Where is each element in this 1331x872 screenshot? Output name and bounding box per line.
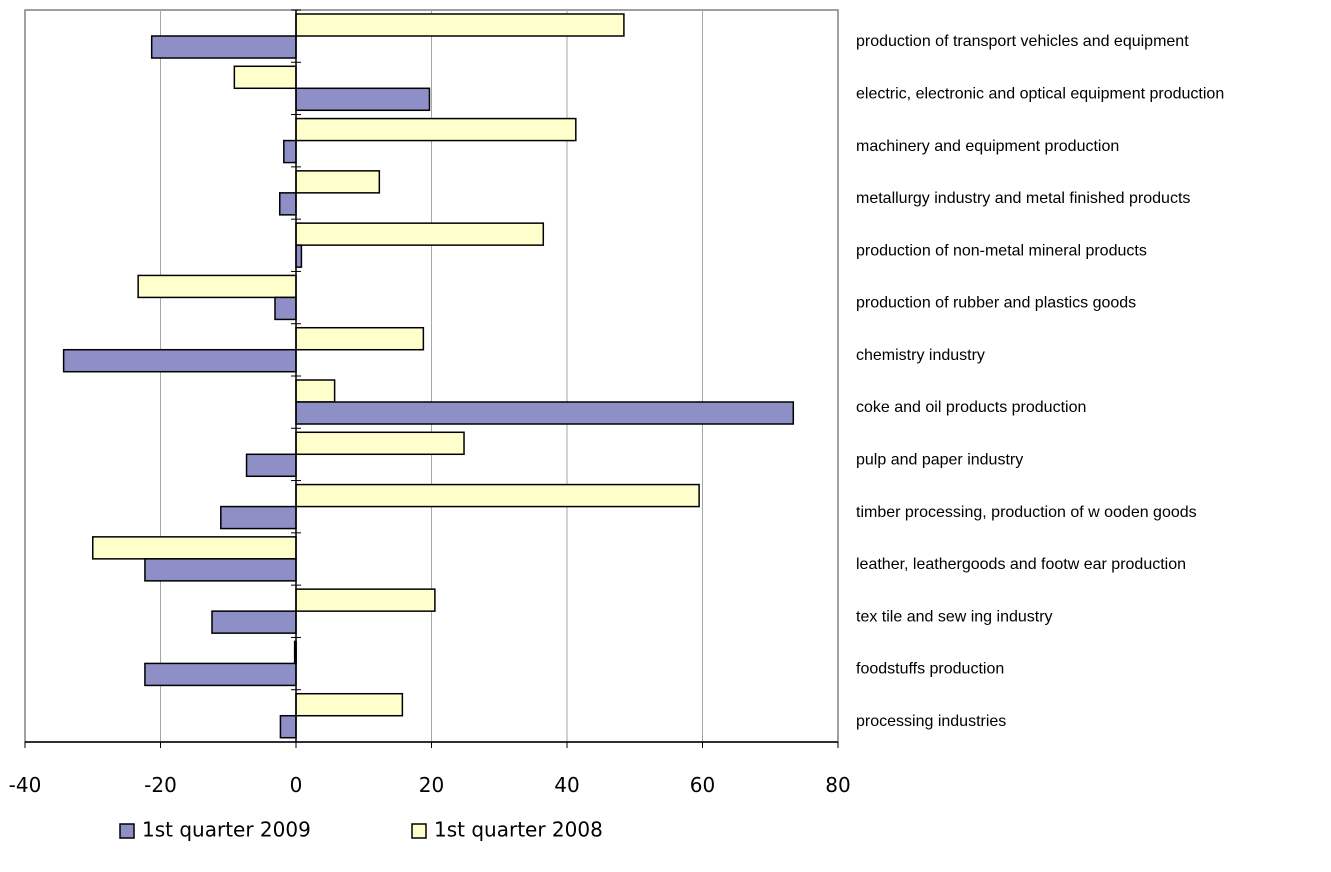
bar-q1-2009 — [279, 714, 297, 739]
category-label: coke and oil products production — [856, 399, 1086, 416]
x-tick-label: 80 — [825, 773, 850, 797]
category-label: machinery and equipment production — [856, 138, 1119, 155]
category-label: processing industries — [856, 713, 1006, 730]
bar-q1-2009 — [211, 610, 297, 634]
x-tick-label: -20 — [144, 773, 177, 797]
category-label: production of transport vehicles and equ… — [856, 33, 1189, 50]
bar-q1-2008 — [295, 222, 545, 246]
category-label: timber processing, production of w ooden… — [856, 504, 1197, 521]
category-label: production of rubber and plastics goods — [856, 295, 1136, 312]
category-label: foodstuffs production — [856, 661, 1004, 678]
legend-swatch — [411, 823, 427, 839]
x-tick-label: 40 — [554, 773, 579, 797]
legend-swatch — [119, 823, 135, 839]
x-tick-label: -40 — [9, 773, 42, 797]
bar-q1-2008 — [295, 379, 336, 403]
category-label: tex tile and sew ing industry — [856, 608, 1053, 625]
bar-q1-2008 — [295, 117, 577, 142]
plot-area — [24, 9, 839, 748]
bar-q1-2008 — [92, 536, 297, 560]
bar-q1-2008 — [295, 170, 381, 194]
bar-q1-2009 — [245, 453, 297, 478]
category-label: metallurgy industry and metal finished p… — [856, 190, 1190, 207]
bar-q1-2009 — [144, 558, 297, 582]
legend-label: 1st quarter 2008 — [434, 818, 603, 842]
bar-q1-2009 — [144, 662, 297, 687]
bar-q1-2008 — [295, 483, 700, 508]
category-label: pulp and paper industry — [856, 452, 1023, 469]
bar-q1-2009 — [295, 244, 303, 268]
bar-q1-2008 — [295, 13, 625, 37]
x-tick-labels: -40 -20 0 20 40 60 80 — [9, 773, 851, 797]
bar-q1-2009 — [283, 139, 297, 164]
category-label: electric, electronic and optical equipme… — [856, 86, 1224, 103]
category-label: leather, leathergoods and footw ear prod… — [856, 556, 1186, 573]
x-tick-label: 60 — [690, 773, 715, 797]
category-label: production of non-metal mineral products — [856, 242, 1147, 259]
bar-q1-2009 — [295, 87, 431, 112]
x-tick-label: 0 — [290, 773, 303, 797]
bar-q1-2009 — [274, 296, 297, 321]
category-label: chemistry industry — [856, 347, 985, 364]
bar-q1-2008 — [295, 431, 465, 456]
legend: 1st quarter 2009 1st quarter 2008 — [119, 818, 603, 842]
bar-q1-2009 — [295, 401, 795, 425]
bar-q1-2009 — [150, 35, 297, 59]
bar-q1-2008 — [137, 274, 297, 299]
bar-q1-2009 — [62, 348, 297, 373]
bar-q1-2008 — [295, 588, 436, 612]
category-labels: processing industries foodstuffs producti… — [856, 33, 1224, 730]
x-tick-label: 20 — [419, 773, 444, 797]
bar-q1-2008 — [295, 326, 425, 351]
legend-label: 1st quarter 2009 — [142, 818, 311, 842]
bar-q1-2009 — [220, 505, 297, 530]
axes — [24, 9, 839, 748]
bar-q1-2008 — [233, 65, 297, 90]
bar-q1-2009 — [278, 192, 297, 216]
bar-q1-2008 — [295, 692, 404, 717]
